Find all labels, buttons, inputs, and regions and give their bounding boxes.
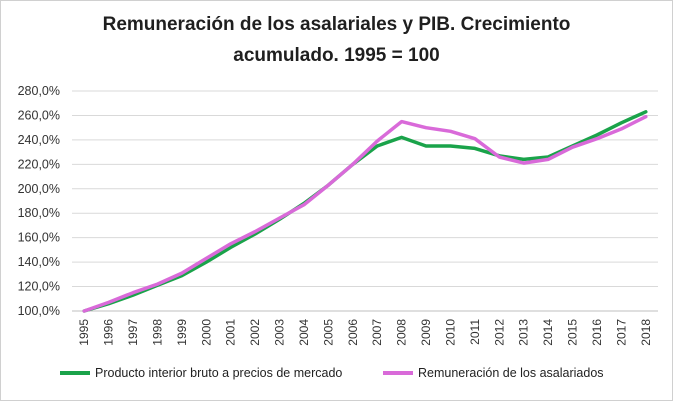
legend-swatch-pib [60, 371, 90, 375]
data-point [376, 145, 378, 147]
chart-title-line-1: Remuneración de los asalariales y PIB. C… [102, 14, 571, 35]
legend-swatch-remuneracion [383, 371, 413, 375]
x-tick-label: 2001 [224, 319, 238, 346]
y-tick-label: 140,0% [18, 255, 60, 269]
x-tick-label: 2005 [321, 319, 335, 346]
x-tick-label: 2002 [248, 319, 262, 346]
data-point [401, 136, 403, 138]
data-point [620, 122, 622, 124]
y-tick-label: 220,0% [18, 157, 60, 171]
data-point [474, 147, 476, 149]
y-tick-label: 240,0% [18, 133, 60, 147]
y-tick-label: 160,0% [18, 231, 60, 245]
data-point [205, 261, 207, 263]
x-tick-label: 2018 [639, 319, 653, 346]
y-tick-label: 100,0% [18, 304, 60, 318]
x-tick-label: 1999 [175, 319, 189, 346]
data-point [596, 134, 598, 136]
data-point [596, 138, 598, 140]
data-point [620, 128, 622, 130]
series-line-pib [82, 110, 648, 313]
x-tick-label: 2010 [443, 319, 457, 346]
data-point [425, 145, 427, 147]
x-tick-label: 1997 [126, 319, 140, 346]
data-point [132, 292, 134, 294]
data-point [83, 310, 85, 312]
legend-label-remuneracion: Remuneración de los asalariados [418, 366, 604, 380]
data-point [352, 163, 354, 165]
x-tick-label: 1998 [150, 319, 164, 346]
data-point [425, 127, 427, 129]
x-tick-label: 2008 [395, 319, 409, 346]
data-point [254, 231, 256, 233]
y-tick-label: 120,0% [18, 280, 60, 294]
x-tick-label: 2009 [419, 319, 433, 346]
data-point [523, 162, 525, 164]
x-tick-label: 2006 [346, 319, 360, 346]
data-point [230, 246, 232, 248]
legend-label-pib: Producto interior bruto a precios de mer… [95, 366, 343, 380]
data-point [279, 217, 281, 219]
x-tick-label: 2015 [566, 319, 580, 346]
x-tick-label: 2012 [492, 319, 506, 346]
legend-item-pib: Producto interior bruto a precios de mer… [60, 366, 342, 380]
x-tick-label: 2000 [199, 319, 213, 346]
data-point [498, 156, 500, 158]
y-tick-label: 180,0% [18, 206, 60, 220]
data-point [645, 116, 647, 118]
y-tick-label: 200,0% [18, 182, 60, 196]
x-tick-label: 2013 [517, 319, 531, 346]
data-point [181, 275, 183, 277]
x-tick-label: 2004 [297, 319, 311, 346]
data-point [449, 130, 451, 132]
data-point [523, 158, 525, 160]
data-point [547, 158, 549, 160]
data-point [156, 283, 158, 285]
series-line-remuneracion [82, 114, 648, 313]
data-point [303, 204, 305, 206]
x-tick-label: 2003 [273, 319, 287, 346]
y-tick-label: 280,0% [18, 84, 60, 98]
x-tick-label: 2014 [541, 319, 555, 346]
data-point [327, 184, 329, 186]
x-tick-label: 1996 [102, 319, 116, 346]
x-tick-label: 2011 [468, 319, 482, 345]
legend-item-remuneracion: Remuneración de los asalariados [383, 366, 604, 380]
y-tick-label: 260,0% [18, 108, 60, 122]
data-point [401, 121, 403, 123]
data-point [645, 111, 647, 113]
x-tick-label: 1995 [77, 319, 91, 346]
x-tick-label: 2007 [370, 319, 384, 346]
data-point [474, 138, 476, 140]
data-point [205, 257, 207, 259]
data-point [376, 140, 378, 142]
data-point [449, 145, 451, 147]
chart-legend: Producto interior bruto a precios de mer… [0, 366, 673, 386]
chart-title-line-2: acumulado. 1995 = 100 [233, 45, 440, 66]
data-point [254, 233, 256, 235]
data-point [572, 146, 574, 148]
x-tick-label: 2016 [590, 319, 604, 346]
x-tick-label: 2017 [614, 319, 628, 346]
data-point [547, 156, 549, 158]
data-point [230, 243, 232, 245]
data-point [108, 301, 110, 303]
data-point [181, 272, 183, 274]
data-point [132, 294, 134, 296]
